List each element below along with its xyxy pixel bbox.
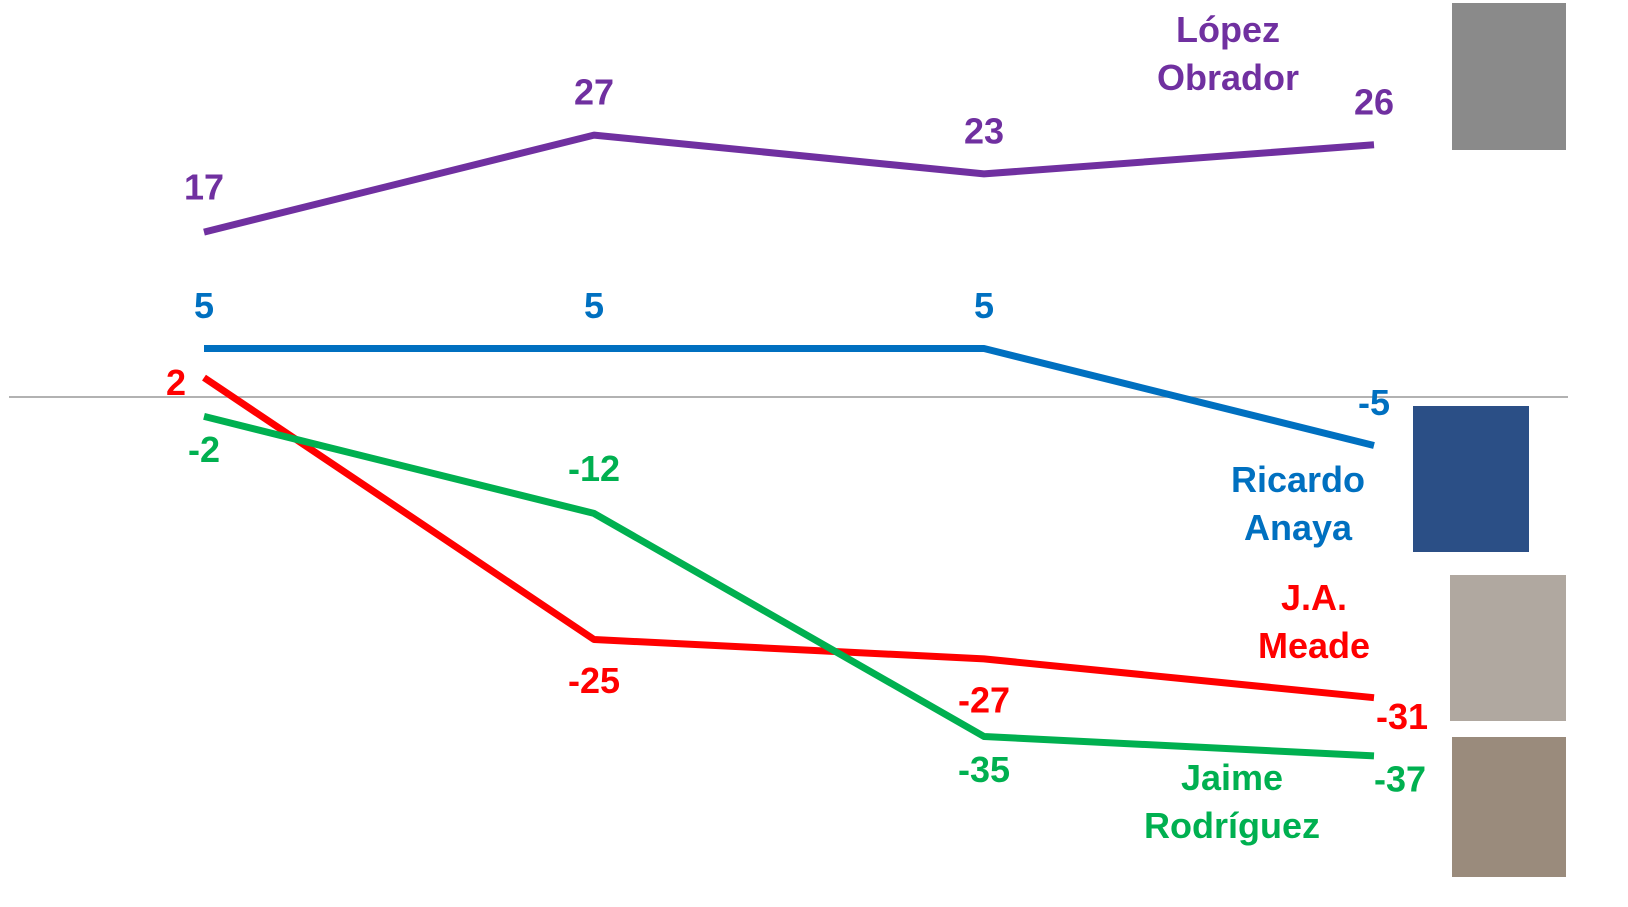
value-label: -25	[568, 660, 620, 701]
photo	[1413, 406, 1529, 552]
value-label: -5	[1358, 382, 1390, 423]
line	[204, 135, 1374, 232]
value-label: 23	[964, 110, 1004, 151]
value-label: 26	[1354, 81, 1394, 122]
value-label: -37	[1374, 758, 1426, 799]
legend-label: J.A.Meade	[1258, 577, 1370, 666]
value-label: 5	[584, 285, 604, 326]
chart: 17272326LópezObrador555-5RicardoAnaya2-2…	[0, 0, 1628, 907]
line	[204, 378, 1374, 698]
value-label: -35	[958, 749, 1010, 790]
photo	[1452, 3, 1566, 150]
value-label: -2	[188, 429, 220, 470]
value-label: -12	[568, 448, 620, 489]
photo	[1450, 575, 1566, 721]
value-label: 5	[974, 285, 994, 326]
value-label: -27	[958, 679, 1010, 720]
value-label: 5	[194, 285, 214, 326]
value-label: 27	[574, 72, 614, 113]
value-label: 2	[166, 362, 186, 403]
photo	[1452, 737, 1566, 877]
value-label: 17	[184, 167, 224, 208]
value-label: -31	[1376, 696, 1428, 737]
line	[204, 416, 1374, 756]
